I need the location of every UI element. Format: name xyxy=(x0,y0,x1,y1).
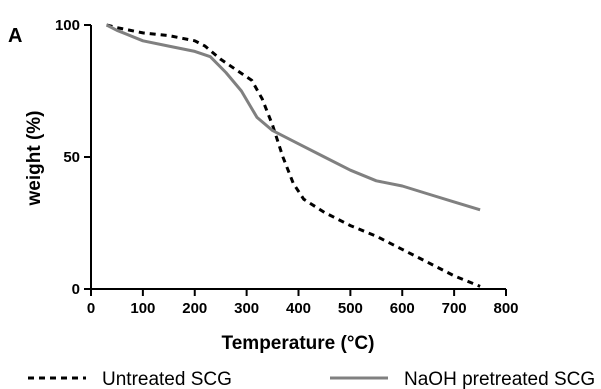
x-tick-label: 600 xyxy=(390,300,415,317)
x-tick-label: 500 xyxy=(338,300,363,317)
x-tick-label: 0 xyxy=(87,300,95,317)
x-tick-label: 700 xyxy=(442,300,467,317)
series-line-untreated xyxy=(106,23,481,288)
x-tick-label: 400 xyxy=(286,300,311,317)
y-tick-label: 100 xyxy=(55,17,80,34)
series-line-naoh xyxy=(105,23,481,212)
legend: Untreated SCG NaOH pretreated SCG xyxy=(28,369,595,389)
x-tick-label: 100 xyxy=(130,300,155,317)
legend-label-naoh: NaOH pretreated SCG xyxy=(404,369,595,389)
x-tick-label: 800 xyxy=(493,300,518,317)
series-lines xyxy=(105,23,481,288)
legend-item-untreated: Untreated SCG xyxy=(28,369,232,389)
plot-area: 0 50 100 0 100 200 300 400 500 600 700 800 xyxy=(55,17,519,317)
x-ticks: 0 100 200 300 400 500 600 700 800 xyxy=(87,289,519,317)
x-axis-label: Temperature (°C) xyxy=(222,333,375,354)
x-tick-label: 300 xyxy=(234,300,259,317)
x-tick-label: 200 xyxy=(182,300,207,317)
panel-label: A xyxy=(8,25,22,47)
legend-item-naoh: NaOH pretreated SCG xyxy=(330,369,595,389)
y-tick-label: 50 xyxy=(63,149,80,166)
y-ticks: 0 50 100 xyxy=(55,17,91,298)
legend-label-untreated: Untreated SCG xyxy=(102,369,232,389)
y-tick-label: 0 xyxy=(72,281,80,298)
y-axis-label: weight (%) xyxy=(24,111,45,207)
